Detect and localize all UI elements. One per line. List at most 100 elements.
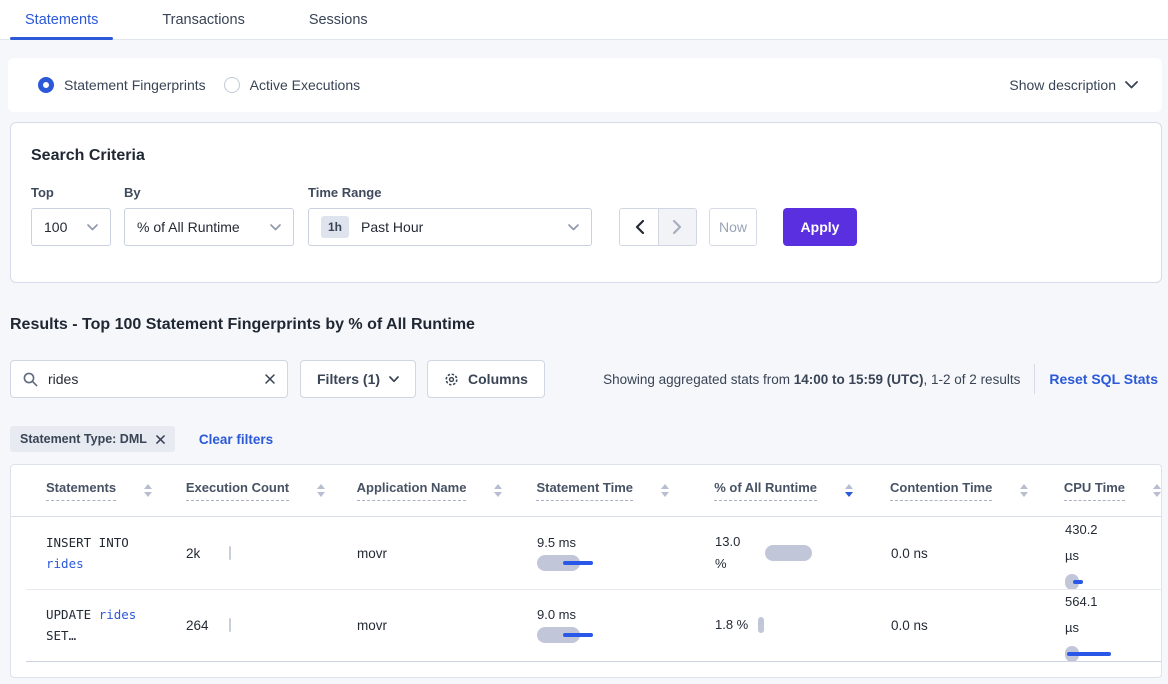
column-header-label[interactable]: Execution Count — [185, 480, 290, 501]
column-header-label[interactable]: CPU Time — [1063, 480, 1125, 501]
filter-tag-label: Statement Type: DML — [20, 432, 147, 446]
sort-icon[interactable] — [661, 484, 670, 497]
statement-time-cell: 9.5 ms — [537, 535, 715, 571]
count-bar — [229, 618, 231, 632]
tab-statements[interactable]: Statements — [10, 0, 114, 40]
stats-summary: Showing aggregated stats from 14:00 to 1… — [603, 371, 1021, 387]
radio-label: Active Executions — [249, 77, 361, 93]
column-header-label[interactable]: Contention Time — [890, 480, 993, 501]
show-description-toggle[interactable]: Show description — [1009, 77, 1138, 93]
tab-transactions[interactable]: Transactions — [147, 0, 259, 39]
time-range-select[interactable]: 1h Past Hour — [308, 208, 592, 246]
time-window-stepper — [619, 208, 697, 246]
runtime-pct-cell: 13.0 % — [715, 531, 891, 575]
cpu-time-bar — [1065, 573, 1129, 590]
search-box — [10, 360, 288, 398]
cpu-time-bar — [1065, 645, 1129, 662]
chevron-down-icon — [270, 223, 281, 231]
radio-label: Statement Fingerprints — [64, 77, 206, 93]
execution-count-value: 264 — [186, 617, 209, 633]
column-header-execution-count: Execution Count — [185, 480, 357, 501]
column-header-label[interactable]: Statement Time — [536, 480, 634, 501]
runtime-pct-bar — [765, 545, 812, 561]
active-filters-row: Statement Type: DML Clear filters — [10, 426, 1158, 452]
search-criteria-title: Search Criteria — [31, 147, 145, 164]
top-select-value: 100 — [44, 219, 68, 235]
stats-time-range: 14:00 to 15:59 (UTC) — [793, 371, 924, 387]
column-header-statements: Statements — [11, 480, 186, 501]
statement-cell: UPDATE rides SET… — [11, 604, 186, 646]
search-criteria-form: Top 100 By % of All Runtime Time Range 1… — [31, 185, 1131, 246]
statement-cell: INSERT INTO rides — [11, 532, 186, 574]
time-range-label: Time Range — [308, 185, 382, 200]
reset-sql-stats-link[interactable]: Reset SQL Stats — [1049, 371, 1158, 387]
columns-button[interactable]: Columns — [427, 360, 545, 398]
now-button[interactable]: Now — [709, 208, 757, 246]
chevron-down-icon — [87, 223, 98, 231]
chevron-right-icon — [673, 220, 682, 234]
results-controls-row: Filters (1) Columns Showing aggregated s… — [10, 360, 1158, 398]
sort-icon[interactable] — [1153, 484, 1161, 497]
tab-bar: Statements Transactions Sessions — [0, 0, 1168, 40]
runtime-pct-value: 13.0 % — [715, 534, 741, 571]
clear-filters-link[interactable]: Clear filters — [198, 431, 274, 447]
search-input[interactable] — [48, 371, 255, 387]
search-icon — [23, 372, 38, 387]
columns-button-label: Columns — [468, 371, 528, 387]
table-row[interactable]: INSERT INTO rides 2k movr 9.5 ms 13.0 % … — [11, 517, 1161, 590]
filters-button[interactable]: Filters (1) — [300, 360, 417, 398]
column-header-application-name: Application Name — [356, 480, 537, 501]
apply-button[interactable]: Apply — [783, 208, 857, 246]
search-criteria-panel: Search Criteria Top 100 By % of All Runt… — [10, 122, 1162, 283]
by-select[interactable]: % of All Runtime — [124, 208, 294, 246]
table-row[interactable]: UPDATE rides SET… 264 movr 9.0 ms 1.8 % … — [11, 589, 1161, 662]
sort-icon[interactable] — [317, 484, 326, 497]
by-label: By — [124, 185, 141, 200]
tab-sessions[interactable]: Sessions — [294, 0, 383, 39]
filter-tag[interactable]: Statement Type: DML — [10, 426, 175, 452]
sort-icon[interactable] — [494, 484, 503, 497]
statements-table: Statements Execution Count Application N… — [10, 464, 1162, 678]
chevron-down-icon — [389, 375, 399, 383]
contention-time-cell: 0.0 ns — [891, 617, 928, 633]
tab-label: Transactions — [162, 11, 245, 28]
previous-time-window-button[interactable] — [620, 209, 658, 245]
statement-time-value: 9.5 ms — [537, 535, 577, 550]
radio-icon[interactable] — [38, 77, 54, 93]
statement-time-value: 9.0 ms — [537, 607, 577, 622]
sort-icon[interactable] — [845, 484, 854, 497]
time-range-value: Past Hour — [361, 219, 424, 235]
radio-active-executions[interactable]: Active Executions — [223, 77, 361, 93]
statement-link[interactable]: rides — [98, 607, 137, 622]
sort-icon[interactable] — [1020, 484, 1029, 497]
next-time-window-button[interactable] — [658, 209, 696, 245]
execution-count-cell: 264 — [186, 618, 357, 633]
table-footer — [11, 661, 1161, 677]
column-header-label[interactable]: Application Name — [356, 480, 467, 501]
clear-search-icon[interactable] — [265, 374, 275, 384]
column-header-contention-time: Contention Time — [890, 480, 1064, 501]
statement-link[interactable]: rides — [46, 556, 84, 571]
view-radio-group: Statement Fingerprints Active Executions — [38, 77, 360, 93]
column-header-label[interactable]: Statements — [46, 480, 117, 501]
radio-icon[interactable] — [223, 77, 240, 93]
application-name-cell: movr — [357, 617, 387, 633]
radio-statement-fingerprints[interactable]: Statement Fingerprints — [38, 77, 206, 93]
tab-label: Statements — [25, 11, 99, 28]
runtime-pct-bar — [758, 617, 765, 633]
column-header-label[interactable]: % of All Runtime — [714, 480, 818, 501]
chevron-down-icon — [1125, 81, 1138, 89]
column-header-statement-time: Statement Time — [536, 480, 714, 501]
gear-icon — [444, 372, 459, 387]
results-heading: Results - Top 100 Statement Fingerprints… — [10, 316, 475, 333]
show-description-label: Show description — [1009, 77, 1116, 93]
sort-icon[interactable] — [144, 484, 153, 497]
chevron-left-icon — [635, 220, 644, 234]
application-name-cell: movr — [357, 545, 387, 561]
top-select[interactable]: 100 — [31, 208, 111, 246]
vertical-divider — [1034, 364, 1036, 394]
top-field: Top 100 — [31, 185, 111, 246]
column-header-cpu-time: CPU Time — [1063, 480, 1161, 501]
remove-filter-icon[interactable] — [156, 434, 165, 444]
sql-text: UPDATE — [46, 607, 99, 622]
